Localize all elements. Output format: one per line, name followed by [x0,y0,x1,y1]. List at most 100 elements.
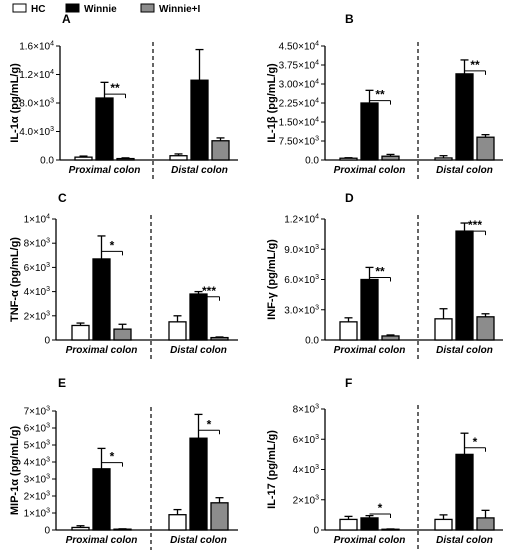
category-label: Distal colon [436,165,493,176]
category-label: Distal colon [436,535,493,546]
y-tick-label: 4×103 [24,457,51,469]
chart-panel-b: B IL-1β (pg/mL/g) 0.0 7.50×103 1.50×104 2.25×… [266,12,503,180]
bar-winnie [455,230,474,341]
bar-winnie-i [476,136,495,161]
y-tick-label: 5×103 [24,440,51,452]
y-tick-label: 4.0×103 [19,126,54,138]
legend-label-hc: HC [31,4,45,15]
bar-winnie-i [116,157,135,161]
category-label: Proximal colon [66,535,138,546]
y-tick-label: 7×103 [24,406,51,418]
y-tick-label: 0 [44,336,50,347]
bar-winnie [189,293,208,341]
category-label: Proximal colon [334,535,406,546]
panel-label: C [58,191,67,205]
category-label: Proximal colon [66,345,138,356]
bar-winnie [95,97,114,161]
bar-winnie [455,453,474,531]
bar-hc [168,321,187,341]
bar-hc [71,324,90,341]
bar-winnie-i [381,335,400,341]
bar-winnie [360,517,379,531]
bar-winnie [92,468,111,531]
y-tick-label: 4×103 [293,464,320,476]
category-label: Distal colon [436,345,493,356]
panel-label: F [345,376,352,390]
bar-winnie-i [381,155,400,161]
y-tick-label: 1.50×104 [279,117,319,129]
category-label: Distal colon [171,165,228,176]
y-tick-label: 9.0×103 [284,244,319,256]
significance-label: * [207,417,212,431]
y-tick-label: 1×103 [24,508,51,520]
significance-label: * [110,450,115,464]
significance-label: * [110,238,115,252]
legend-label-winnie: Winnie [84,4,117,15]
y-tick-label: 1.2×104 [19,69,54,81]
bar-winnie [360,102,379,161]
bar-winnie-i [113,328,132,341]
bar-winnie-i [210,336,229,341]
legend-swatch-winnie [65,3,80,13]
bar-hc [71,526,90,531]
bar-hc [339,518,358,531]
y-tick-label: 3×103 [24,474,51,486]
bar-hc [339,321,358,341]
panel-label: D [345,191,354,205]
category-label: Distal colon [170,345,227,356]
panels: A IL-1α (pg/mL/g) 0.0 4.0×103 8.0×103 1.2×104… [9,12,503,550]
bar-winnie [455,73,474,161]
y-axis-label: IL-17 (pg/mL/g) [266,430,278,509]
y-axis-label: IL-1α (pg/mL/g) [9,63,21,143]
bar-winnie [360,278,379,341]
chart-panel-a: A IL-1α (pg/mL/g) 0.0 4.0×103 8.0×103 1.2×104… [9,12,238,180]
significance-label: *** [468,218,482,232]
significance-label: ** [470,58,480,72]
chart-panel-d: D INF-γ (pg/mL/g) 0.0 3.0×103 6.0×103 9.0×103… [266,191,503,360]
y-tick-label: 0 [44,526,50,537]
y-tick-label: 0.0 [305,336,319,347]
category-label: Proximal colon [69,165,141,176]
y-axis-label: MIP-1α (pg/mL/g) [9,426,21,516]
y-tick-label: 2×103 [293,494,320,506]
y-tick-label: 8.0×103 [19,98,54,110]
significance-label: * [473,435,478,449]
significance-label: ** [110,81,120,95]
legend-label-winnie-i: Winnie+I [159,4,201,15]
chart-panel-c: C TNF-α (pg/mL/g) 0 2×103 4×103 6×103 8×103 1×1… [9,191,238,360]
legend-swatch-hc [12,3,27,13]
bar-hc [74,156,93,161]
panel-label: B [345,12,354,26]
y-tick-label: 6×103 [293,434,320,446]
y-tick-label: 6.0×103 [284,274,319,286]
bar-hc [169,155,188,161]
y-tick-label: 4×103 [24,286,51,298]
panel-label: A [62,12,71,26]
y-tick-label: 6×103 [24,262,51,274]
y-tick-label: 6×103 [24,423,51,435]
y-axis-label: TNF-α (pg/mL/g) [9,237,21,322]
category-label: Proximal colon [334,165,406,176]
y-tick-label: 4.50×104 [279,41,319,53]
bar-hc [434,318,453,341]
y-tick-label: 8×103 [293,404,320,416]
chart-panel-e: E MIP-1α (pg/mL/g) 0 1×103 2×103 3×103 4×103 5×… [9,376,238,550]
bar-winnie-i [476,316,495,341]
legend: HC Winnie Winnie+I [12,3,201,15]
bar-winnie [190,79,209,161]
y-tick-label: 3.75×104 [279,60,319,72]
y-axis-label: INF-γ (pg/mL/g) [266,239,278,320]
bar-winnie-i [476,517,495,531]
y-tick-label: 1×104 [24,214,51,226]
y-tick-label: 0 [313,526,319,537]
bar-winnie [189,437,208,531]
significance-label: * [378,501,383,515]
y-tick-label: 3.00×104 [279,79,319,91]
bar-hc [168,514,187,531]
y-tick-label: 1.6×104 [19,41,54,53]
significance-label: ** [375,88,385,102]
y-tick-label: 3.0×103 [284,304,319,316]
bar-winnie-i [210,502,229,531]
significance-label: *** [202,284,216,298]
